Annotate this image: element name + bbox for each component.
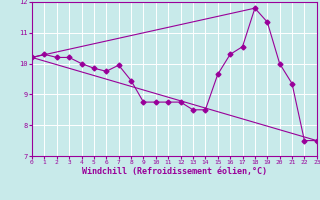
X-axis label: Windchill (Refroidissement éolien,°C): Windchill (Refroidissement éolien,°C) bbox=[82, 167, 267, 176]
